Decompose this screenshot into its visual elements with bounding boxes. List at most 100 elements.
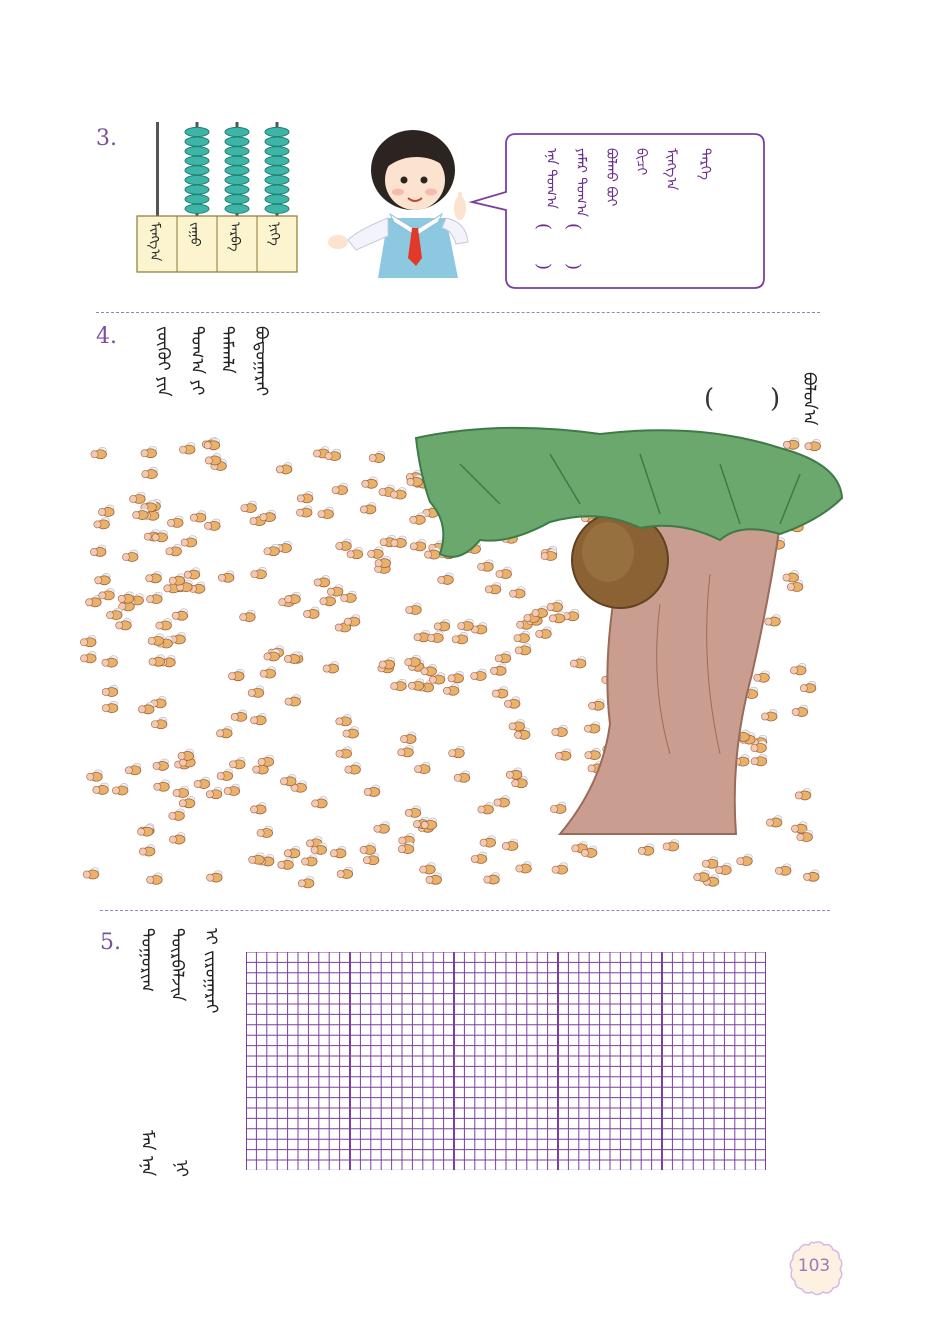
bee bbox=[508, 719, 525, 732]
bee bbox=[505, 767, 523, 780]
bee bbox=[247, 685, 265, 698]
bee bbox=[228, 668, 245, 682]
speech-line-5: ᠮᠢᠩᠭ᠎ᠠ bbox=[663, 148, 679, 191]
bee bbox=[139, 844, 156, 857]
bee bbox=[662, 839, 680, 852]
bee bbox=[555, 748, 572, 761]
p4-question-line-3: ᠲᠠᠮᠠᠭᠯᠠ bbox=[217, 326, 237, 374]
bee bbox=[515, 861, 532, 874]
abacus-bead bbox=[184, 165, 210, 176]
p4-answer-paren-close: ) bbox=[770, 384, 781, 414]
bee bbox=[437, 572, 454, 585]
bee bbox=[513, 630, 530, 643]
abacus-bead bbox=[264, 184, 290, 195]
bee bbox=[457, 618, 474, 631]
speech-bubble bbox=[468, 133, 765, 289]
abacus-bead bbox=[264, 165, 290, 176]
abacus-label-2: ᠵᠠᠭᠤ bbox=[187, 222, 202, 247]
bee bbox=[783, 437, 800, 450]
speech-line-2: ᠶᠠᠮᠠᠷ ᠲᠣᠭ᠎ᠠ bbox=[573, 148, 589, 217]
abacus-bead bbox=[264, 146, 290, 157]
page-number-badge bbox=[789, 1241, 843, 1296]
bee bbox=[290, 780, 307, 793]
bee bbox=[145, 571, 162, 584]
abacus-bead bbox=[224, 184, 250, 195]
bee bbox=[115, 618, 132, 631]
p5-question-line-1: ᠲᠣᠭᠤᠷᠢᠭ bbox=[137, 928, 157, 993]
bee bbox=[335, 538, 352, 551]
bee bbox=[204, 518, 221, 531]
bee bbox=[551, 724, 568, 738]
bee bbox=[443, 683, 460, 696]
abacus-bead bbox=[184, 126, 210, 138]
bee bbox=[535, 626, 552, 639]
bee bbox=[204, 453, 222, 466]
bee bbox=[335, 746, 352, 759]
bee bbox=[146, 872, 163, 885]
speech-paren-close-2: ) bbox=[563, 262, 585, 271]
bee bbox=[179, 442, 196, 455]
abacus-bead bbox=[184, 146, 210, 157]
bee bbox=[363, 784, 381, 797]
abacus-bead bbox=[224, 136, 250, 147]
bee bbox=[588, 698, 605, 711]
bee bbox=[82, 867, 100, 880]
bee bbox=[750, 740, 767, 753]
bee bbox=[206, 870, 223, 883]
bee bbox=[296, 505, 313, 518]
bee bbox=[319, 593, 336, 607]
bee bbox=[313, 446, 330, 459]
bee bbox=[151, 716, 168, 730]
bee bbox=[514, 643, 532, 656]
bee bbox=[409, 512, 426, 525]
bee bbox=[404, 654, 421, 668]
bee bbox=[390, 535, 407, 548]
abacus-bead bbox=[224, 126, 250, 138]
bee bbox=[101, 655, 118, 668]
bee bbox=[98, 504, 115, 517]
bee bbox=[324, 448, 342, 462]
bee bbox=[571, 841, 588, 854]
bee bbox=[433, 619, 451, 632]
bee bbox=[470, 851, 488, 864]
bee bbox=[483, 872, 500, 885]
bee bbox=[330, 846, 347, 859]
bee bbox=[509, 586, 526, 599]
speech-line-4: ᠪᠢᠴᠢ bbox=[633, 148, 649, 176]
problem-4-number: 4. bbox=[96, 324, 117, 349]
bee bbox=[569, 656, 587, 669]
bee bbox=[101, 684, 119, 697]
bee bbox=[177, 748, 194, 761]
drawing-grid[interactable] bbox=[246, 952, 766, 1170]
abacus-bead bbox=[264, 174, 290, 186]
bee bbox=[138, 702, 155, 715]
bee bbox=[470, 668, 487, 681]
p4-answer-blank[interactable] bbox=[722, 384, 770, 414]
bee bbox=[782, 570, 799, 583]
bee bbox=[494, 651, 512, 664]
bee bbox=[169, 832, 186, 845]
p5-question-line-5: ᠨᠢ bbox=[171, 1160, 191, 1177]
bee bbox=[216, 726, 233, 739]
bee bbox=[248, 852, 265, 865]
bees-tree-illustration bbox=[80, 426, 844, 889]
bee bbox=[122, 549, 139, 562]
bee bbox=[427, 630, 444, 643]
bee bbox=[277, 857, 294, 870]
bee bbox=[637, 843, 655, 856]
bee bbox=[514, 727, 531, 740]
bee bbox=[230, 709, 248, 722]
bee bbox=[284, 694, 301, 707]
girl-illustration bbox=[328, 130, 469, 278]
bee bbox=[342, 726, 359, 739]
bee bbox=[80, 651, 97, 664]
bee bbox=[753, 670, 770, 683]
p5-question-line-4: ᠮᠠᠨ ᠡᠨᠡ bbox=[137, 1130, 157, 1177]
bee bbox=[167, 515, 184, 528]
bee bbox=[580, 845, 598, 858]
bee bbox=[796, 829, 813, 843]
divider-2 bbox=[100, 910, 830, 911]
bee bbox=[313, 575, 331, 588]
p5-question-line-3: ᠢ ᠵᠢᠷᠤᠭᠠᠷᠠᠢ bbox=[201, 928, 221, 1014]
bee bbox=[397, 745, 414, 758]
